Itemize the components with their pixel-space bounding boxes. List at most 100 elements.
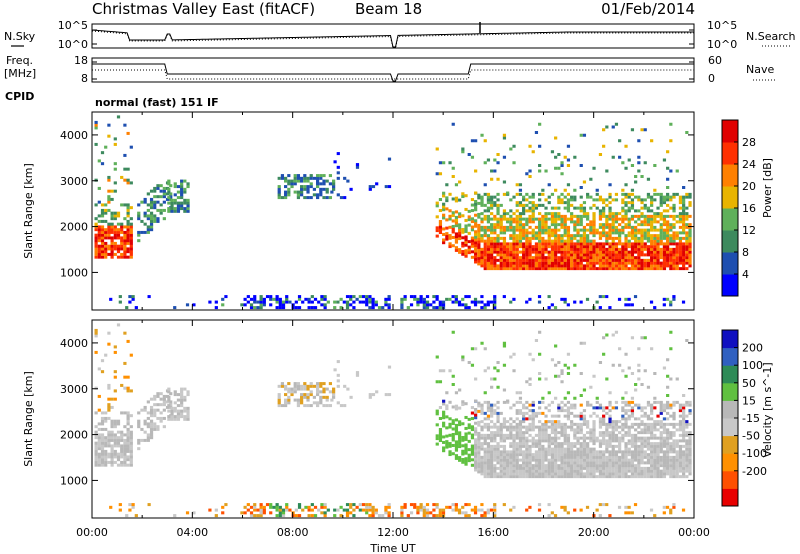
velocity-cell <box>323 505 327 509</box>
power-cell <box>512 217 516 221</box>
velocity-cell <box>643 442 647 446</box>
power-cell <box>149 203 154 207</box>
power-cell <box>557 228 561 232</box>
power-cell <box>659 253 663 257</box>
power-cell <box>301 300 305 304</box>
power-cell <box>451 211 455 215</box>
power-cell <box>544 261 548 265</box>
power-cell <box>320 295 324 299</box>
velocity-cell <box>525 444 529 448</box>
power-cell <box>582 214 587 218</box>
power-cell <box>120 255 124 259</box>
power-cell <box>650 250 654 254</box>
velocity-cell <box>467 423 471 427</box>
velocity-cell <box>688 411 692 415</box>
power-cell <box>467 245 471 249</box>
power-cell <box>630 128 635 132</box>
power-cell <box>547 234 551 238</box>
velocity-cell <box>672 414 676 418</box>
power-cell <box>589 267 593 271</box>
power-cell <box>538 261 542 265</box>
power-cell <box>672 250 676 254</box>
power-cell <box>300 179 304 183</box>
power-cell <box>474 205 478 209</box>
power-cell <box>470 209 475 213</box>
power-cell <box>522 231 526 235</box>
velocity-cell <box>149 411 154 415</box>
power-cell <box>611 256 615 260</box>
power-cell <box>477 262 481 266</box>
velocity-cell <box>371 508 375 512</box>
power-cell <box>666 220 670 224</box>
velocity-cell <box>319 384 323 388</box>
velocity-cell <box>94 411 98 415</box>
power-cell <box>352 295 356 299</box>
velocity-cell <box>140 427 144 431</box>
velocity-cell <box>126 389 130 393</box>
velocity-cell <box>614 455 619 459</box>
velocity-cell <box>104 444 108 448</box>
power-cell <box>666 186 670 189</box>
power-cell <box>400 306 404 310</box>
power-cell <box>528 253 532 257</box>
power-cell <box>627 206 631 210</box>
power-cell <box>126 167 130 171</box>
velocity-cell <box>416 505 420 509</box>
velocity-cell <box>605 444 609 448</box>
velocity-cell <box>675 472 679 476</box>
power-cell <box>435 147 439 151</box>
velocity-cell <box>515 466 519 470</box>
velocity-cell <box>563 508 567 512</box>
power-cell <box>493 261 497 265</box>
velocity-cell <box>531 425 535 429</box>
velocity-cell <box>149 427 154 431</box>
power-cell <box>307 297 311 301</box>
power-cell <box>563 264 567 268</box>
velocity-cell <box>586 420 590 424</box>
velocity-cell <box>496 458 500 462</box>
velocity-cell <box>618 469 622 473</box>
velocity-cell <box>94 463 98 467</box>
power-cell <box>110 211 114 215</box>
velocity-cell <box>464 503 468 507</box>
velocity-cell <box>131 505 135 509</box>
velocity-cell <box>560 428 564 432</box>
power-cell <box>643 231 647 235</box>
power-cell <box>525 253 529 257</box>
velocity-cell <box>675 439 679 443</box>
power-cell <box>611 242 615 246</box>
velocity-cell <box>438 433 443 437</box>
power-cell <box>493 306 497 310</box>
power-cell <box>666 228 670 232</box>
velocity-cell <box>104 436 108 440</box>
power-cell <box>573 253 577 257</box>
power-cell <box>448 161 452 165</box>
velocity-cell <box>123 375 127 379</box>
power-cell <box>685 256 689 260</box>
power-cell <box>100 214 105 218</box>
power-cell <box>518 267 523 271</box>
power-cell <box>496 245 500 249</box>
power-cell <box>634 220 638 224</box>
power-cell <box>531 150 535 154</box>
velocity-cell <box>598 472 603 476</box>
power-cell <box>560 256 564 260</box>
power-cell <box>650 217 654 221</box>
velocity-cell <box>634 475 638 479</box>
velocity-cell <box>598 450 603 454</box>
velocity-cell <box>303 395 307 399</box>
power-cell <box>522 261 526 265</box>
velocity-cell <box>621 400 625 404</box>
power-cell <box>579 228 583 232</box>
power-cell <box>176 204 181 208</box>
power-cell <box>563 258 567 262</box>
power-cell <box>634 250 638 254</box>
power-cell <box>409 295 414 299</box>
power-cell <box>582 228 587 232</box>
velocity-cell <box>438 380 443 384</box>
velocity-cell <box>110 455 114 459</box>
velocity-cell <box>496 433 500 437</box>
velocity-cell <box>678 409 683 413</box>
power-cell <box>126 250 130 254</box>
velocity-cell <box>685 442 689 446</box>
